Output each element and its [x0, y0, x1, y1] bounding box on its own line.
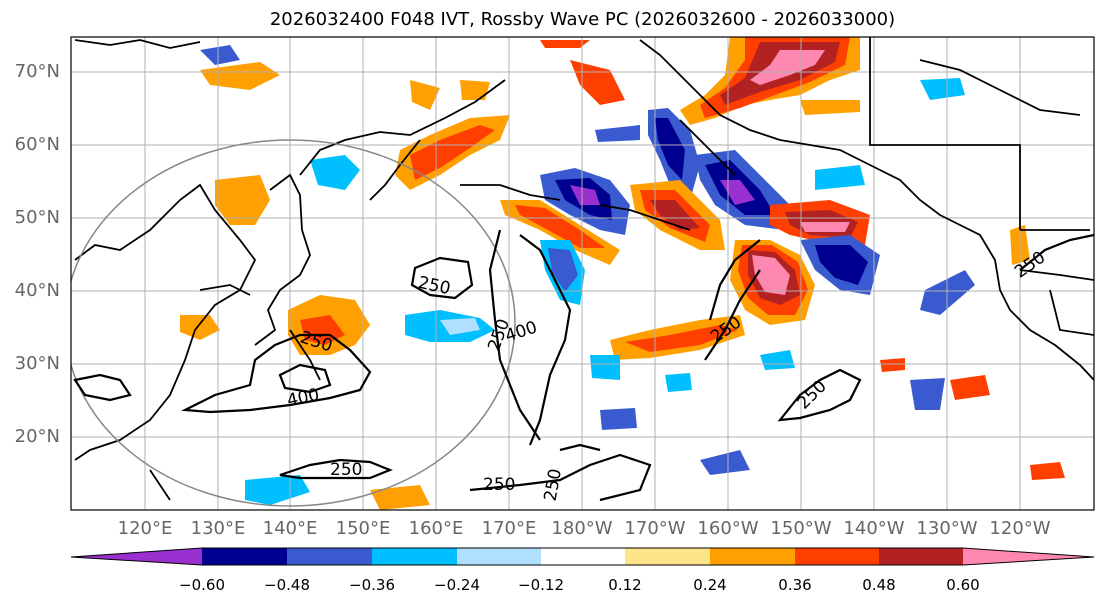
lon-label-150e: 150°E	[335, 518, 391, 539]
colorbar	[70, 547, 1095, 566]
map-frame	[70, 36, 1095, 511]
lon-label-160w: 160°W	[697, 518, 759, 539]
colorbar-segment-9	[879, 548, 963, 565]
ivt-contours	[73, 229, 1094, 502]
lon-label-160e: 160°E	[408, 518, 464, 539]
colorbar-tick-label: 0.48	[862, 576, 896, 594]
colorbar-segment-3	[372, 548, 457, 565]
colorbar-tick-label: 0.12	[608, 576, 642, 594]
lat-label-40n: 40°N	[14, 280, 60, 301]
lon-label-130w: 130°W	[916, 518, 978, 539]
lon-label-130e: 130°E	[190, 518, 246, 539]
colorbar-tick-label: 0.24	[693, 576, 727, 594]
lon-label-140e: 140°E	[262, 518, 318, 539]
lat-label-20n: 20°N	[14, 426, 60, 447]
lon-label-180w: 180°W	[551, 518, 613, 539]
lat-label-60n: 60°N	[14, 134, 60, 155]
colorbar-segment-7	[710, 548, 795, 565]
colorbar-segment-4	[457, 548, 541, 565]
coastlines	[74, 37, 1094, 501]
colorbar-outline	[70, 547, 1095, 566]
colorbar-tick-label: −0.36	[349, 576, 395, 594]
contour-label: 250	[330, 460, 363, 480]
contour-label: 250	[483, 475, 516, 495]
lat-label-70n: 70°N	[14, 61, 60, 82]
lon-label-170e: 170°E	[481, 518, 537, 539]
colorbar-segment-10	[963, 548, 1094, 565]
anomaly-shading	[180, 37, 1065, 510]
lon-label-120w: 120°W	[989, 518, 1051, 539]
lon-label-150w: 150°W	[770, 518, 832, 539]
lat-label-50n: 50°N	[14, 207, 60, 228]
lon-label-120e: 120°E	[117, 518, 173, 539]
colorbar-segment-2	[287, 548, 372, 565]
colorbar-tick-label: −0.12	[518, 576, 564, 594]
colorbar-segment-6	[625, 548, 710, 565]
source-region-circle	[71, 139, 516, 507]
lon-label-140w: 140°W	[843, 518, 905, 539]
colorbar-tick-label: 0.36	[778, 576, 812, 594]
lat-label-30n: 30°N	[14, 353, 60, 374]
colorbar-segment-0	[71, 548, 202, 565]
colorbar-segment-5	[541, 548, 625, 565]
colorbar-segment-1	[202, 548, 287, 565]
colorbar-segment-8	[795, 548, 879, 565]
colorbar-tick-label: 0.60	[946, 576, 980, 594]
colorbar-tick-label: −0.60	[179, 576, 225, 594]
colorbar-tick-label: −0.24	[434, 576, 480, 594]
map-title: 2026032400 F048 IVT, Rossby Wave PC (202…	[269, 9, 896, 30]
colorbar-tick-label: −0.48	[264, 576, 310, 594]
lon-label-170w: 170°W	[624, 518, 686, 539]
